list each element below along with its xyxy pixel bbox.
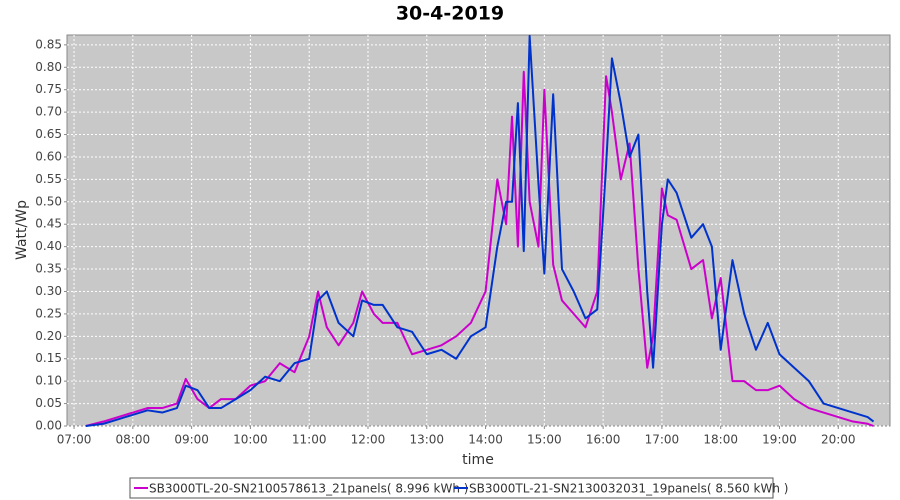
- y-tick-label: 0.40: [35, 239, 62, 253]
- y-axis-label: Watt/Wp: [14, 200, 30, 260]
- x-tick-label: 17:00: [645, 433, 680, 447]
- plot-area: [66, 34, 891, 427]
- series-line: [85, 34, 875, 427]
- x-tick-label: 19:00: [762, 433, 797, 447]
- x-tick-label: 07:00: [57, 433, 92, 447]
- y-tick-label: 0.80: [35, 60, 62, 74]
- y-tick-label: 0.30: [35, 284, 62, 298]
- y-tick-label: 0.45: [35, 217, 62, 231]
- legend-label: SB3000TL-20-SN2100578613_21panels( 8.996…: [149, 482, 468, 496]
- y-tick-label: 0.85: [35, 37, 62, 51]
- x-tick-label: 09:00: [174, 433, 209, 447]
- y-tick-label: 0.20: [35, 329, 62, 343]
- y-tick-label: 0.35: [35, 262, 62, 276]
- y-tick-label: 0.05: [35, 396, 62, 410]
- y-tick-label: 0.00: [35, 419, 62, 433]
- y-tick-label: 0.15: [35, 351, 62, 365]
- y-tick-label: 0.65: [35, 127, 62, 141]
- x-tick-label: 16:00: [586, 433, 621, 447]
- x-tick-label: 12:00: [351, 433, 386, 447]
- y-tick-label: 0.55: [35, 172, 62, 186]
- x-tick-label: 08:00: [116, 433, 151, 447]
- y-tick-label: 0.50: [35, 194, 62, 208]
- x-tick-label: 11:00: [292, 433, 327, 447]
- y-tick-label: 0.60: [35, 149, 62, 163]
- x-tick-label: 10:00: [233, 433, 268, 447]
- x-tick-label: 15:00: [527, 433, 562, 447]
- y-tick-label: 0.25: [35, 306, 62, 320]
- y-tick-label: 0.10: [35, 374, 62, 388]
- x-tick-label: 14:00: [468, 433, 503, 447]
- y-tick-label: 0.75: [35, 82, 62, 96]
- legend-label: SB3000TL-21-SN2130032031_19panels( 8.560…: [469, 482, 788, 496]
- x-tick-label: 18:00: [703, 433, 738, 447]
- x-tick-label: 13:00: [409, 433, 444, 447]
- x-tick-label: 20:00: [821, 433, 856, 447]
- y-tick-label: 0.70: [35, 105, 62, 119]
- chart-title: 30-4-2019: [396, 3, 504, 25]
- legend: [129, 477, 774, 499]
- x-axis-label: time: [462, 452, 494, 468]
